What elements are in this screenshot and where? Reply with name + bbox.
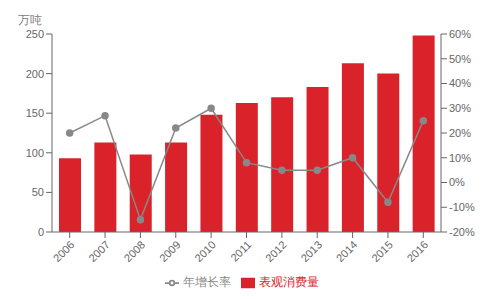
- svg-text:150: 150: [26, 107, 44, 119]
- svg-text:2007: 2007: [86, 238, 112, 264]
- svg-text:200: 200: [26, 68, 44, 80]
- svg-text:万吨: 万吨: [18, 13, 42, 27]
- svg-text:-10%: -10%: [449, 201, 475, 213]
- svg-text:2008: 2008: [122, 238, 148, 264]
- svg-text:0: 0: [38, 226, 44, 238]
- svg-text:30%: 30%: [449, 102, 471, 114]
- svg-text:0%: 0%: [449, 176, 465, 188]
- svg-text:60%: 60%: [449, 28, 471, 40]
- html-text:表观消费量: 表观消费量: [258, 275, 319, 289]
- svg-text:10%: 10%: [449, 152, 471, 164]
- svg-text:50%: 50%: [449, 53, 471, 65]
- svg-text:2006: 2006: [51, 238, 77, 264]
- svg-text:2010: 2010: [192, 238, 218, 264]
- svg-text:40%: 40%: [449, 77, 471, 89]
- svg-text:100: 100: [26, 147, 44, 159]
- svg-text:20%: 20%: [449, 127, 471, 139]
- svg-text:2011: 2011: [228, 238, 253, 263]
- svg-text:2009: 2009: [157, 238, 183, 264]
- svg-text:2016: 2016: [404, 238, 430, 264]
- svg-text:2015: 2015: [369, 238, 395, 264]
- svg-text:2012: 2012: [263, 238, 289, 264]
- svg-text:2014: 2014: [334, 238, 360, 264]
- html-text:年增长率: 年增长率: [182, 275, 231, 289]
- svg-text:2013: 2013: [298, 238, 324, 264]
- svg-text:50: 50: [32, 186, 44, 198]
- svg-text:250: 250: [26, 28, 44, 40]
- svg-text:-20%: -20%: [449, 226, 475, 238]
